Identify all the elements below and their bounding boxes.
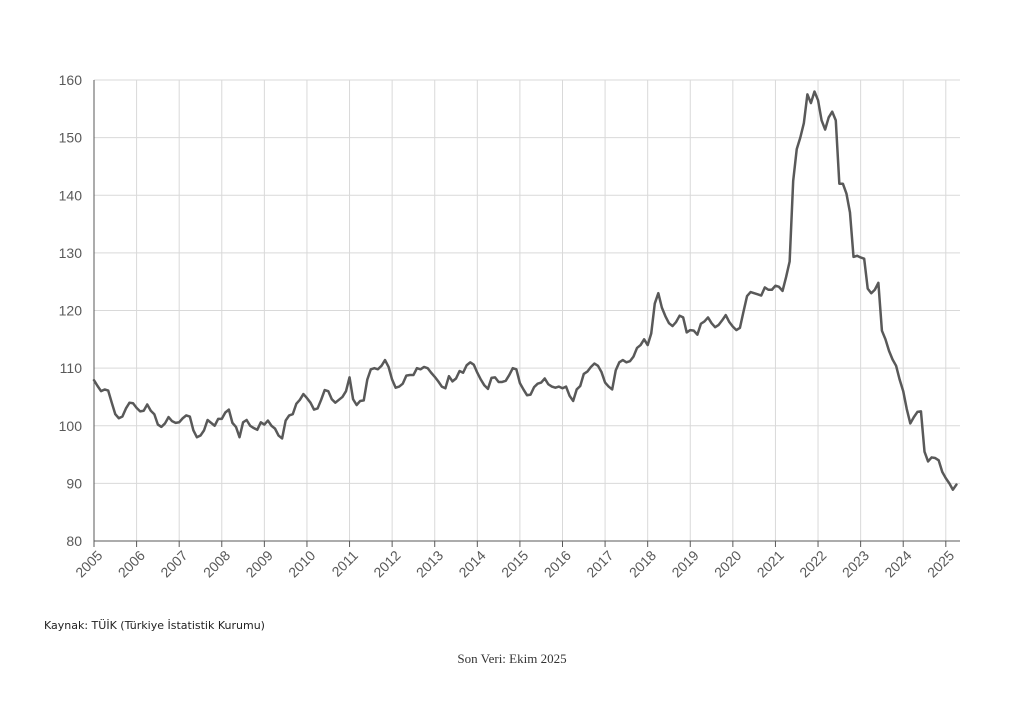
y-tick-label: 160 bbox=[59, 72, 83, 88]
y-tick-label: 90 bbox=[66, 475, 82, 491]
x-tick-label: 2009 bbox=[242, 547, 275, 580]
y-tick-label: 120 bbox=[59, 303, 83, 319]
last-data-note: Son Veri: Ekim 2025 bbox=[457, 651, 567, 666]
y-tick-label: 140 bbox=[59, 187, 83, 203]
x-tick-label: 2021 bbox=[754, 547, 787, 580]
y-tick-label: 150 bbox=[59, 130, 83, 146]
x-tick-label: 2022 bbox=[796, 547, 829, 580]
x-tick-label: 2015 bbox=[498, 547, 531, 580]
x-tick-label: 2005 bbox=[72, 547, 105, 580]
x-tick-label: 2010 bbox=[285, 547, 318, 580]
source-note: Kaynak: TÜİK (Türkiye İstatistik Kurumu) bbox=[44, 619, 265, 632]
y-axis-ticks: 80 90 100 110 120 130 140 150 160 bbox=[59, 72, 83, 549]
chart-grid bbox=[94, 79, 960, 541]
x-tick-label: 2014 bbox=[455, 547, 488, 580]
x-tick-label: 2023 bbox=[839, 547, 872, 580]
x-tick-label: 2020 bbox=[711, 547, 744, 580]
x-tick-label: 2012 bbox=[370, 547, 403, 580]
y-tick-label: 110 bbox=[60, 360, 83, 376]
x-tick-label: 2008 bbox=[200, 547, 233, 580]
plot-area bbox=[92, 90, 958, 491]
x-tick-label: 2006 bbox=[115, 547, 148, 580]
y-tick-label: 100 bbox=[59, 418, 83, 434]
x-tick-label: 2017 bbox=[583, 547, 616, 580]
x-tick-label: 2016 bbox=[541, 547, 574, 580]
x-tick-label: 2013 bbox=[413, 547, 446, 580]
x-tick-label: 2018 bbox=[626, 547, 659, 580]
x-tick-label: 2024 bbox=[881, 547, 914, 580]
chart-axes bbox=[93, 80, 960, 547]
x-tick-label: 2025 bbox=[924, 547, 957, 580]
series-line bbox=[92, 90, 958, 491]
x-axis-ticks: 2005 2006 2007 2008 2009 2010 2011 2012 2013 2014… bbox=[72, 547, 957, 580]
x-tick-label: 2019 bbox=[668, 547, 701, 580]
x-tick-label: 2007 bbox=[157, 547, 190, 580]
y-tick-label: 130 bbox=[59, 245, 83, 261]
x-tick-label: 2011 bbox=[328, 547, 361, 580]
y-tick-label: 80 bbox=[66, 533, 82, 549]
